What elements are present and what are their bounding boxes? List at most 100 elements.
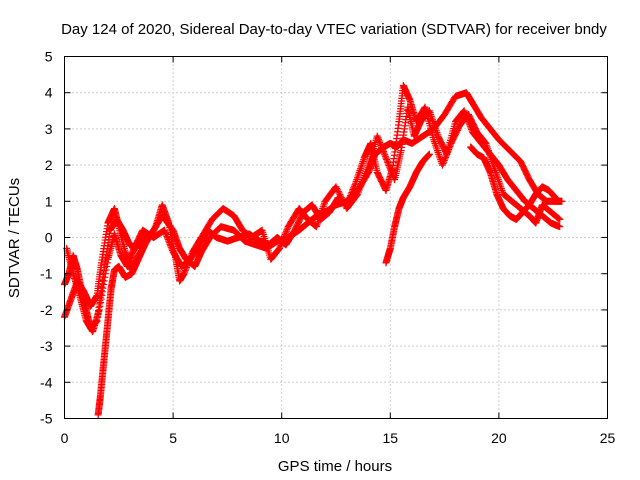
data-point	[164, 234, 172, 242]
data-point	[379, 148, 387, 156]
data-point	[98, 291, 106, 299]
data-point	[168, 245, 176, 253]
data-series	[61, 81, 566, 419]
y-tick-label: 2	[45, 157, 53, 173]
data-point	[373, 132, 381, 140]
data-point	[343, 201, 351, 209]
data-point	[374, 134, 382, 142]
data-point	[166, 240, 174, 248]
data-point	[103, 259, 111, 267]
data-point	[376, 140, 384, 148]
data-point	[384, 160, 392, 168]
data-point	[102, 266, 110, 274]
data-point	[100, 277, 108, 285]
data-point	[343, 199, 351, 207]
data-point	[165, 237, 173, 245]
data-point	[377, 141, 385, 149]
data-point	[160, 226, 168, 234]
data-point	[333, 184, 341, 192]
data-point	[378, 143, 386, 151]
series-track-c	[63, 81, 564, 336]
y-axis-label: SDTVAR / TECUs	[6, 178, 23, 298]
data-point	[103, 262, 111, 270]
data-point	[276, 243, 284, 251]
data-point	[382, 154, 390, 162]
data-point	[375, 137, 383, 145]
data-point	[439, 160, 447, 168]
data-point	[344, 198, 352, 206]
series-track-f	[467, 143, 559, 223]
y-tick-label: -3	[40, 338, 53, 354]
data-point	[445, 144, 453, 152]
data-point	[442, 152, 450, 160]
series-track-d	[94, 241, 149, 419]
y-tick-label: 1	[45, 193, 53, 209]
data-point	[334, 187, 342, 195]
data-point	[283, 226, 291, 234]
data-point	[460, 107, 468, 115]
data-point	[441, 155, 449, 163]
x-tick-label: 0	[61, 430, 69, 446]
data-point	[282, 227, 290, 235]
data-point	[353, 191, 361, 199]
data-point	[163, 232, 171, 240]
x-tick-label: 10	[274, 430, 290, 446]
data-point	[556, 223, 564, 231]
x-tick-label: 5	[169, 430, 177, 446]
data-point	[181, 267, 189, 275]
data-point	[96, 299, 104, 307]
data-point	[350, 184, 358, 192]
data-point	[383, 155, 391, 163]
data-point	[96, 302, 104, 310]
data-point	[95, 306, 103, 314]
data-point	[276, 244, 284, 252]
series-track-e	[382, 150, 433, 267]
data-point	[348, 189, 356, 197]
data-point	[161, 228, 169, 236]
data-point	[180, 270, 188, 278]
data-point	[446, 142, 454, 150]
data-point	[380, 149, 388, 157]
data-point	[345, 196, 353, 204]
data-point	[281, 230, 289, 238]
x-tick-label: 15	[383, 430, 399, 446]
data-point	[334, 186, 342, 194]
data-point	[282, 229, 290, 237]
y-tick-label: 3	[45, 121, 53, 137]
x-axis-label: GPS time / hours	[278, 458, 392, 475]
data-point	[346, 193, 354, 201]
data-point	[101, 270, 109, 278]
data-point	[551, 194, 559, 202]
data-point	[99, 284, 107, 292]
y-tick-label: -2	[40, 302, 53, 318]
data-point	[167, 242, 175, 250]
y-tick-label: -1	[40, 266, 53, 282]
data-point	[100, 281, 108, 289]
data-point	[347, 192, 355, 200]
data-point	[556, 215, 564, 223]
data-point	[443, 149, 451, 157]
data-point	[438, 161, 446, 169]
data-point	[350, 182, 358, 190]
data-point	[381, 152, 389, 160]
data-point	[420, 104, 428, 112]
data-point	[351, 181, 359, 189]
data-point	[162, 231, 170, 239]
data-point	[141, 241, 149, 249]
data-point	[345, 195, 353, 203]
data-point	[164, 236, 172, 244]
data-point	[558, 197, 566, 205]
data-point	[165, 239, 173, 247]
data-point	[98, 288, 106, 296]
data-point	[348, 187, 356, 195]
series-track-b	[61, 103, 564, 321]
data-point	[425, 150, 433, 158]
y-tick-label: 0	[45, 230, 53, 246]
data-point	[181, 268, 189, 276]
data-point	[381, 151, 389, 159]
data-point	[280, 232, 288, 240]
data-point	[376, 138, 384, 146]
y-tick-label: -4	[40, 374, 53, 390]
x-tick-label: 25	[600, 430, 616, 446]
